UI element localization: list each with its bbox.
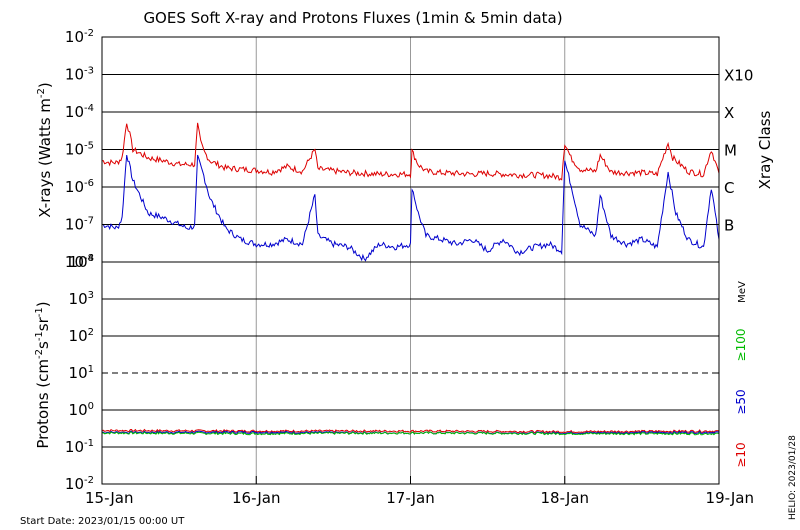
chart-title: GOES Soft X-ray and Protons Fluxes (1min… [143,9,562,27]
y-tick-label: 103 [69,290,94,308]
xray-y-axis-label: X-rays (Watts m-2) [36,82,54,217]
y-tick-label: 101 [69,364,94,382]
y-tick-label: 100 [69,401,94,419]
y-tick-label: 10-3 [65,66,94,84]
xray-gridlines [102,37,719,262]
proton-y-tick-labels: 10-2 10-1 100 101 102 103 104 [65,253,719,493]
series-line [101,154,720,262]
xray-class-label: X [724,104,734,122]
y-tick-label: 10-7 [65,216,94,234]
y-tick-label: 10-1 [65,438,94,456]
xray-class-labels: B C M X X10 [724,67,753,235]
x-tick-label: 18-Jan [541,489,589,507]
x-tick-label: 17-Jan [386,489,434,507]
y-tick-label: 10-2 [65,28,94,46]
x-tick-label: 16-Jan [232,489,280,507]
proton-series [101,428,720,436]
y-tick-label: 10-4 [65,103,94,121]
series-line-≥10 [101,428,720,434]
y-tick-label: 10-5 [65,141,94,159]
y-tick-label: 10-8 [65,253,94,271]
series-line [101,122,720,181]
x-axis-tick-labels: 15-Jan 16-Jan 17-Jan 18-Jan 19-Jan [85,476,754,507]
xray-panel: 10-8 10-7 10-6 10-5 10-4 10-3 10-2 B C M X X10 X-r… [36,28,774,271]
xray-class-label: B [724,217,734,235]
credit-label: HELIO: 2023/01/28 [788,435,798,520]
y-tick-label: 102 [69,327,94,345]
y-tick-label: 104 [69,253,94,271]
proton-legend-unit: MeV [737,281,748,303]
xray-class-label: C [724,179,734,197]
series-line-≥100 [101,431,720,436]
x-tick-label: 15-Jan [85,489,133,507]
proton-legend-entry: ≥10 [734,442,748,467]
y-tick-label: 10-6 [65,178,94,196]
xray-class-label: X10 [724,67,753,85]
proton-legend-entry: ≥50 [734,389,748,414]
proton-gridlines [102,262,719,484]
xray-class-axis-label: Xray Class [756,110,774,189]
proton-y-axis-label: Protons (cm-2s-1sr-1) [34,301,52,448]
xray-series [101,122,720,262]
x-tick-label: 19-Jan [706,489,754,507]
y-tick-label: 10-2 [65,475,94,493]
xray-class-label: M [724,142,737,160]
proton-legend-entry: ≥100 [734,329,748,362]
xray-y-tick-labels: 10-8 10-7 10-6 10-5 10-4 10-3 10-2 [65,28,719,271]
start-date-label: Start Date: 2023/01/15 00:00 UT [20,516,185,527]
proton-legend: ≥100 ≥50 ≥10 [734,329,748,468]
proton-panel: 10-2 10-1 100 101 102 103 104 Protons (cm-2s-1… [34,253,748,493]
